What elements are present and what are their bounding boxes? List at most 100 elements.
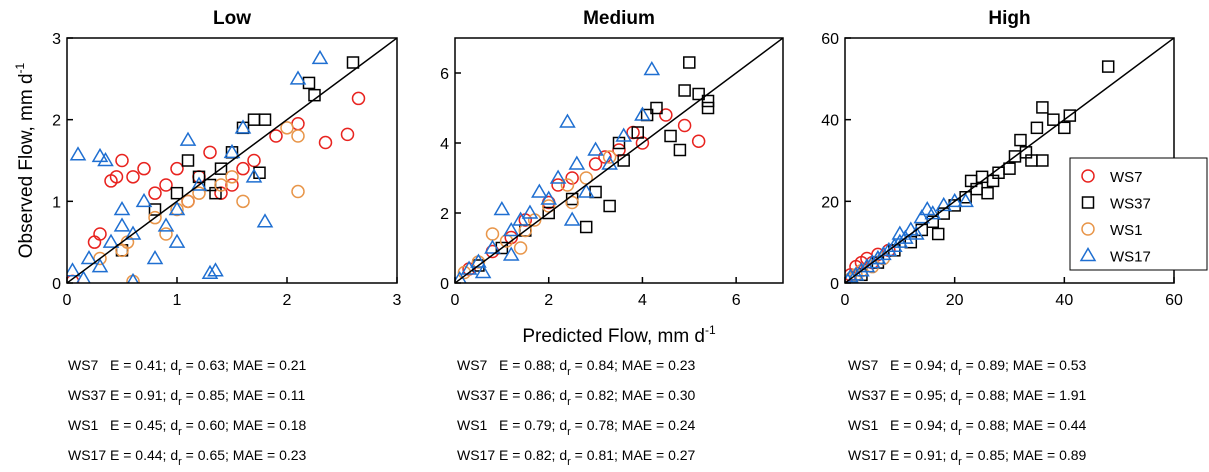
marker-triangle (615, 127, 632, 142)
marker-circle (565, 195, 579, 210)
stat-line: E = 0.91; dr = 0.85; MAE = 0.11 (110, 387, 306, 408)
marker-triangle (289, 70, 307, 85)
marker-triangle (869, 250, 887, 265)
marker-triangle (245, 168, 263, 183)
marker-circle (677, 118, 692, 133)
stat-dr: 0.81 (587, 447, 614, 463)
marker-circle (269, 129, 283, 143)
stat-eq: = (182, 357, 198, 373)
y-axis-label: Observed Flow, mm d-1 (13, 62, 37, 258)
panel-title: High (988, 8, 1030, 29)
marker-circle (203, 145, 217, 160)
y-label-sup: -1 (13, 62, 27, 73)
stat-d-label: ; d (552, 357, 568, 373)
marker-triangle (168, 233, 186, 248)
legend-box (1069, 157, 1208, 271)
marker-square (678, 84, 691, 97)
marker-square (986, 174, 1000, 188)
stat-site: WS1 (848, 417, 879, 433)
marker-triangle (858, 258, 876, 273)
marker-square (650, 101, 663, 115)
stat-site: WS37 (68, 387, 106, 403)
marker-triangle (512, 211, 529, 226)
marker-square (346, 56, 360, 69)
marker-circle (115, 153, 129, 168)
marker-circle (225, 170, 239, 184)
panel: Low 0 1 2 3 0 1 2 3 Observed Flow, mm d-1 WS7 E = 0… (13, 8, 402, 468)
y-tick-label: 0 (52, 276, 61, 293)
marker-circle (214, 178, 228, 192)
stat-mae: 0.30 (668, 387, 695, 403)
y-tick-label: 0 (440, 276, 449, 293)
marker-square (258, 113, 272, 126)
stat-line: E = 0.41; dr = 0.63; MAE = 0.21 (110, 357, 307, 378)
marker-square (683, 56, 696, 69)
stat-d-label: ; d (943, 417, 959, 433)
stat-d-sub: r (567, 366, 571, 378)
marker-triangle (897, 229, 914, 244)
stat-e-label: E = (499, 417, 524, 433)
stat-e: 0.91 (135, 387, 162, 403)
stat-line: E = 0.94; dr = 0.88; MAE = 0.44 (890, 417, 1087, 438)
stat-d-sub: r (178, 456, 182, 468)
marker-triangle (157, 217, 175, 232)
stat-e-label: E = (110, 447, 135, 463)
marker-triangle (634, 106, 651, 121)
plot-frame (66, 37, 398, 284)
marker-circle (236, 194, 250, 209)
one-to-one-line (67, 38, 397, 283)
marker-triangle (69, 146, 87, 161)
marker-triangle (127, 272, 139, 283)
stat-line: E = 0.44; dr = 0.65; MAE = 0.23 (110, 447, 307, 468)
stat-dr: 0.85 (198, 387, 225, 403)
marker-circle (457, 265, 472, 280)
stat-eq: = (571, 447, 587, 463)
marker-circle (247, 153, 261, 168)
marker-circle (1081, 222, 1095, 236)
marker-triangle (568, 155, 586, 170)
stat-site: WS17 (457, 447, 495, 463)
marker-circle (87, 235, 102, 249)
marker-triangle (559, 113, 576, 128)
marker-triangle (113, 201, 131, 216)
stat-e: 0.95 (915, 387, 942, 403)
y-tick-label: 0 (830, 276, 839, 293)
stat-mae-label: ; MAE = (1005, 357, 1059, 373)
marker-triangle (880, 241, 898, 257)
marker-square (302, 76, 316, 90)
data-layer (845, 60, 1115, 283)
stat-e-label: E = (499, 357, 524, 373)
y-tick-label: 4 (440, 136, 449, 153)
marker-triangle (549, 169, 567, 184)
stat-line: E = 0.88; dr = 0.84; MAE = 0.23 (499, 357, 696, 378)
marker-circle (560, 178, 575, 192)
marker-triangle (207, 262, 224, 277)
marker-circle (612, 143, 626, 157)
stat-line: E = 0.82; dr = 0.81; MAE = 0.27 (499, 447, 696, 468)
y-tick-label: 20 (821, 194, 839, 211)
stat-eq: = (571, 387, 587, 403)
x-tick-label: 60 (1165, 292, 1183, 309)
stat-mae: 0.11 (279, 387, 305, 403)
marker-triangle (470, 253, 487, 268)
x-tick-label: 0 (841, 292, 850, 309)
stat-d-sub: r (567, 426, 571, 438)
marker-triangle (102, 233, 120, 248)
stat-mae-label: ; MAE = (614, 387, 668, 403)
stat-e-label: E = (110, 417, 135, 433)
stat-d-label: ; d (943, 387, 959, 403)
marker-square (1036, 101, 1049, 114)
marker-triangle (76, 270, 91, 283)
marker-square (1101, 60, 1115, 73)
stat-mae: 0.44 (1059, 417, 1086, 433)
marker-square (181, 154, 195, 167)
stat-dr: 0.88 (978, 417, 1005, 433)
stat-d-label: ; d (163, 387, 179, 403)
marker-circle (159, 178, 173, 192)
marker-circle (541, 199, 556, 213)
marker-triangle (1079, 247, 1097, 262)
marker-triangle (484, 239, 501, 254)
marker-circle (318, 135, 333, 150)
marker-square (1003, 162, 1016, 175)
marker-triangle (521, 204, 539, 219)
